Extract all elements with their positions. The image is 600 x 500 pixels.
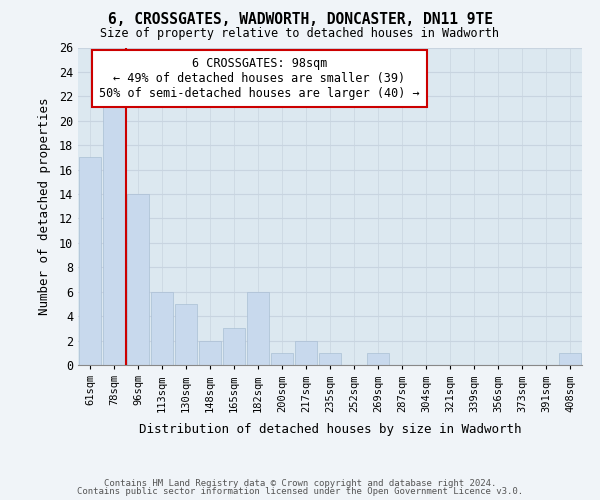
Text: 6, CROSSGATES, WADWORTH, DONCASTER, DN11 9TE: 6, CROSSGATES, WADWORTH, DONCASTER, DN11… (107, 12, 493, 28)
Bar (223, 328, 245, 365)
Bar (271, 353, 293, 365)
Bar (175, 304, 197, 365)
X-axis label: Distribution of detached houses by size in Wadworth: Distribution of detached houses by size … (139, 422, 521, 436)
Bar (151, 292, 173, 365)
Bar (103, 96, 125, 365)
Text: Contains HM Land Registry data © Crown copyright and database right 2024.: Contains HM Land Registry data © Crown c… (104, 478, 496, 488)
Bar (247, 292, 269, 365)
Bar (199, 340, 221, 365)
Text: Size of property relative to detached houses in Wadworth: Size of property relative to detached ho… (101, 28, 499, 40)
Text: Contains public sector information licensed under the Open Government Licence v3: Contains public sector information licen… (77, 487, 523, 496)
Bar (127, 194, 149, 365)
Bar (319, 353, 341, 365)
Bar (79, 158, 101, 365)
Bar (559, 353, 581, 365)
Y-axis label: Number of detached properties: Number of detached properties (38, 98, 50, 315)
Bar (295, 340, 317, 365)
Text: 6 CROSSGATES: 98sqm
← 49% of detached houses are smaller (39)
50% of semi-detach: 6 CROSSGATES: 98sqm ← 49% of detached ho… (99, 57, 420, 100)
Bar (367, 353, 389, 365)
